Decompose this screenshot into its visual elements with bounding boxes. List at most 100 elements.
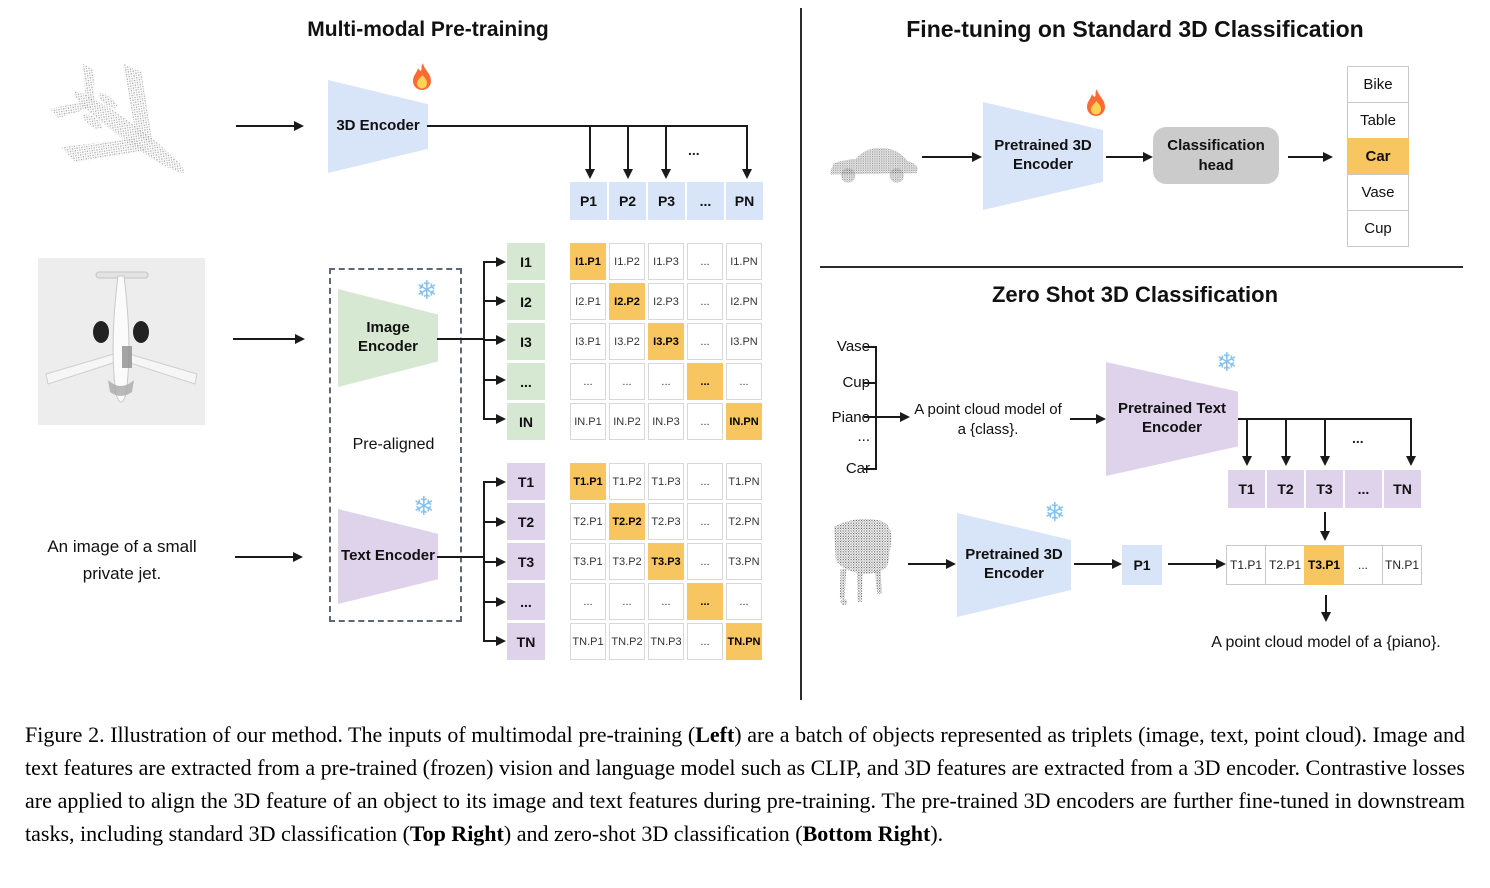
i-matrix-cell: I3.PN bbox=[726, 323, 762, 360]
caption-segment: ) are a batch of objects represented as … bbox=[25, 722, 1465, 846]
classification-head-label: Classification head bbox=[1167, 137, 1265, 174]
class-list: Bike Table Car Vase Cup bbox=[1347, 66, 1409, 247]
i-matrix-cell: I2.P3 bbox=[648, 283, 684, 320]
arrowhead bbox=[1112, 559, 1122, 569]
i-label-cell: ... bbox=[507, 363, 545, 400]
connector-line bbox=[1074, 563, 1114, 565]
arrowhead bbox=[585, 169, 595, 179]
connector-line bbox=[437, 556, 485, 558]
t-matrix-cell: ... bbox=[687, 543, 723, 580]
jet-image bbox=[38, 258, 205, 425]
t-matrix-cell: ... bbox=[726, 583, 762, 620]
t-matrix-cell: ... bbox=[609, 583, 645, 620]
t-label-cell: ... bbox=[507, 583, 545, 620]
arrowhead bbox=[623, 169, 633, 179]
zs-result-cell: T1.P1 bbox=[1226, 545, 1266, 585]
connector-line bbox=[1324, 419, 1326, 457]
t-matrix-cell: ... bbox=[570, 583, 606, 620]
i-matrix-cell: IN.P2 bbox=[609, 403, 645, 440]
i-matrix-cell: ... bbox=[687, 283, 723, 320]
t-label-cell: T2 bbox=[507, 503, 545, 540]
t-label-cell: TN bbox=[507, 623, 545, 660]
arrowhead bbox=[496, 636, 506, 646]
i-matrix-cell: ... bbox=[570, 363, 606, 400]
t-label-cell: T3 bbox=[507, 543, 545, 580]
zs-result-cell: ... bbox=[1343, 545, 1383, 585]
t-matrix-cell: T1.PN bbox=[726, 463, 762, 500]
pretrain-title: Multi-modal Pre-training bbox=[307, 18, 549, 41]
i-matrix-cell: I1.P2 bbox=[609, 243, 645, 280]
arrowhead bbox=[496, 597, 506, 607]
i-matrix-cell: I1.P1 bbox=[570, 243, 606, 280]
class-cell: Bike bbox=[1347, 66, 1409, 103]
classification-head: Classification head bbox=[1153, 127, 1279, 184]
t-matrix-cell: T2.P2 bbox=[609, 503, 645, 540]
arrowhead bbox=[1320, 531, 1330, 541]
arrowhead bbox=[496, 414, 506, 424]
connector-line bbox=[1246, 419, 1248, 457]
connector-line bbox=[483, 261, 497, 263]
p-cell: PN bbox=[726, 182, 763, 220]
finetune-encoder-label: Pretrained 3D Encoder bbox=[994, 137, 1092, 173]
piano-point-cloud bbox=[834, 518, 892, 606]
text-encoder-label: Text Encoder bbox=[341, 547, 435, 565]
t-matrix-cell: T2.P1 bbox=[570, 503, 606, 540]
i-label-cell: I2 bbox=[507, 283, 545, 320]
i-matrix-cell: I2.PN bbox=[726, 283, 762, 320]
zs-result-cell: T2.P1 bbox=[1265, 545, 1305, 585]
p-cell: P1 bbox=[570, 182, 607, 220]
connector-line bbox=[1324, 512, 1326, 532]
t-matrix-cell: T2.PN bbox=[726, 503, 762, 540]
zs-class-item: Cup bbox=[842, 374, 870, 391]
p1-feature-box: P1 bbox=[1122, 545, 1162, 585]
zs-class-ellipsis: ... bbox=[857, 428, 870, 445]
connector-line bbox=[1325, 595, 1327, 613]
zs-result-cell: T3.P1 bbox=[1304, 545, 1344, 585]
p-cell: P2 bbox=[609, 182, 646, 220]
p-feature-row: P1 P2 P3... PN bbox=[570, 182, 763, 220]
zs-3d-encoder: Pretrained 3D Encoder bbox=[957, 513, 1071, 617]
class-cell: Vase bbox=[1347, 174, 1409, 211]
i-matrix-cell: I2.P2 bbox=[609, 283, 645, 320]
arrowhead bbox=[293, 552, 303, 562]
connector-line bbox=[627, 126, 629, 170]
t-matrix-cell: ... bbox=[687, 583, 723, 620]
i-matrix-cell: I3.P1 bbox=[570, 323, 606, 360]
class-cell: Table bbox=[1347, 102, 1409, 139]
text-feature-labels: T1 T2 T3... TN bbox=[507, 463, 545, 660]
zs-result-caption: A point cloud model of a {piano}. bbox=[1211, 634, 1441, 651]
image-point-similarity-matrix: I1.P1 I1.P2 I1.P3... I1.PN I2.P1 I2.P2 I2.P3..… bbox=[570, 243, 762, 440]
image-text-prompt: An image of a small private jet. bbox=[47, 537, 197, 584]
t-label-cell: T1 bbox=[507, 463, 545, 500]
arrowhead bbox=[1406, 456, 1416, 466]
connector-line bbox=[746, 126, 748, 170]
connector-line bbox=[483, 481, 497, 483]
encoder-3d-label: 3D Encoder bbox=[336, 117, 420, 135]
t-matrix-cell: ... bbox=[648, 583, 684, 620]
i-matrix-cell: ... bbox=[726, 363, 762, 400]
i-matrix-cell: I3.P2 bbox=[609, 323, 645, 360]
i-matrix-cell: IN.PN bbox=[726, 403, 762, 440]
i-matrix-cell: IN.P3 bbox=[648, 403, 684, 440]
arrowhead bbox=[900, 412, 910, 422]
connector-line bbox=[864, 346, 875, 348]
t-matrix-cell: ... bbox=[687, 623, 723, 660]
t-matrix-cell: T3.P1 bbox=[570, 543, 606, 580]
caption-bold-segment: Left bbox=[695, 722, 735, 747]
connector-line bbox=[589, 126, 591, 170]
zs-t-cell: ... bbox=[1345, 470, 1382, 508]
t-matrix-cell: TN.P2 bbox=[609, 623, 645, 660]
arrowhead bbox=[1323, 152, 1333, 162]
i-matrix-cell: I1.PN bbox=[726, 243, 762, 280]
arrowhead bbox=[295, 334, 305, 344]
i-matrix-cell: ... bbox=[687, 403, 723, 440]
caption-bold-segment: Bottom Right bbox=[802, 821, 931, 846]
arrowhead bbox=[496, 477, 506, 487]
connector-line bbox=[483, 339, 497, 341]
t-matrix-cell: T1.P2 bbox=[609, 463, 645, 500]
arrowhead bbox=[1143, 152, 1153, 162]
arrowhead bbox=[496, 296, 506, 306]
caption-segment: ) and zero-shot 3D classification ( bbox=[503, 821, 803, 846]
i-label-cell: I3 bbox=[507, 323, 545, 360]
